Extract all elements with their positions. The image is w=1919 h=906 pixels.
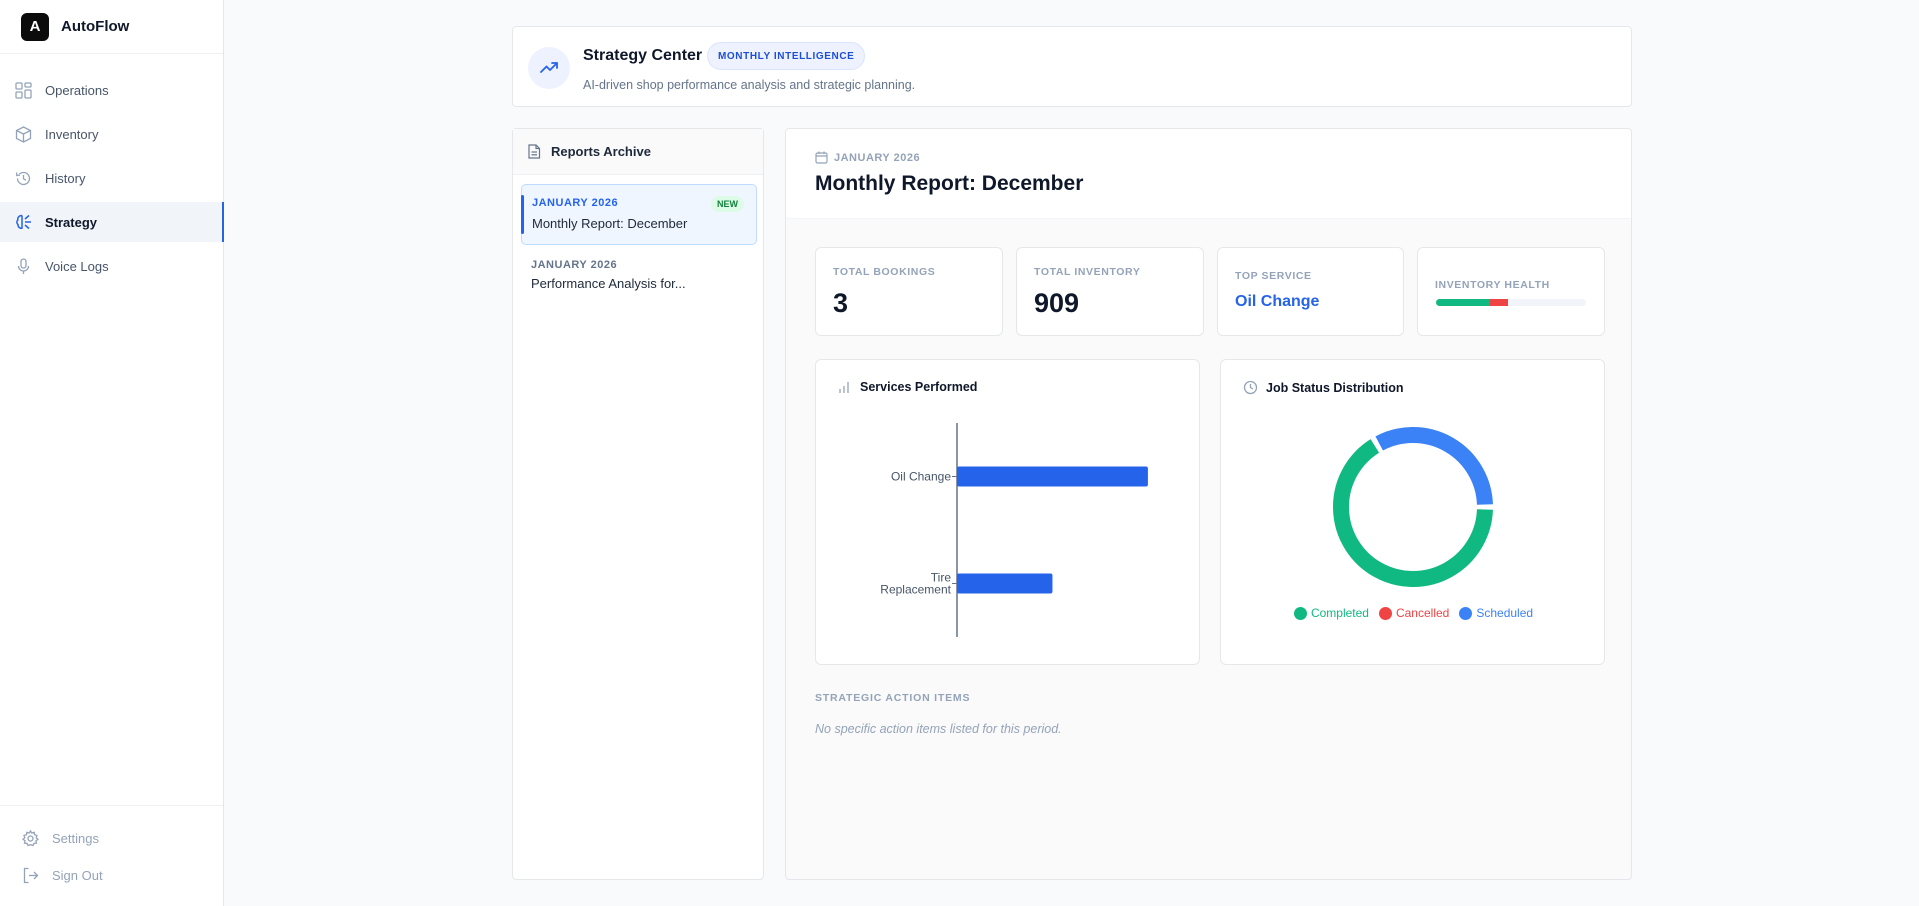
stat-label: INVENTORY HEALTH xyxy=(1435,279,1550,291)
job-status-donut-chart xyxy=(1333,427,1493,587)
sidebar-nav: Operations Inventory History Strategy Vo… xyxy=(0,70,224,286)
report-item-title: Performance Analysis for... xyxy=(531,276,686,291)
inventory-health-bar xyxy=(1436,299,1586,306)
mic-icon xyxy=(14,257,33,276)
sidebar-item-history[interactable]: History xyxy=(0,158,223,198)
archive-header: Reports Archive xyxy=(513,129,763,175)
calendar-icon xyxy=(815,151,828,164)
sign-out-label: Sign Out xyxy=(52,868,103,883)
chart-category-label-line: Replacement xyxy=(880,583,951,597)
chart-category-label: Oil Change xyxy=(891,470,951,484)
stat-top-service: TOP SERVICE Oil Change xyxy=(1217,247,1404,336)
page-title: Strategy Center xyxy=(583,47,703,64)
job-status-chart-card: Job Status Distribution Completed Cancel… xyxy=(1220,359,1605,665)
sidebar-item-inventory[interactable]: Inventory xyxy=(0,114,223,154)
stat-label: TOP SERVICE xyxy=(1235,270,1312,282)
stat-label: TOTAL INVENTORY xyxy=(1034,266,1141,278)
stat-value: Oil Change xyxy=(1235,293,1320,310)
action-items-empty: No specific action items listed for this… xyxy=(815,722,1062,736)
report-list-item[interactable]: JANUARY 2026 Performance Analysis for... xyxy=(521,247,757,308)
clock-icon xyxy=(1243,380,1258,395)
legend-swatch xyxy=(1293,606,1307,620)
brain-icon xyxy=(14,213,33,232)
logout-icon xyxy=(21,866,40,885)
grid-icon xyxy=(14,81,33,100)
strategy-header: Strategy Center MONTHLY INTELLIGENCE AI-… xyxy=(512,26,1632,107)
services-bar-chart: Oil Change Tire Replacement xyxy=(880,423,1148,637)
report-detail: JANUARY 2026 Monthly Report: December TO… xyxy=(785,128,1632,880)
report-header: JANUARY 2026 Monthly Report: December xyxy=(786,129,1631,219)
chart-title-label: Services Performed xyxy=(860,380,978,394)
job-status-chart-title: Job Status Distribution xyxy=(1243,380,1404,395)
services-chart-title: Services Performed xyxy=(838,380,977,394)
sidebar: A AutoFlow Operations Inventory History xyxy=(0,0,224,906)
report-item-date: JANUARY 2026 xyxy=(532,197,619,209)
intelligence-badge: MONTHLY INTELLIGENCE xyxy=(707,42,866,70)
legend-swatch xyxy=(1378,606,1392,620)
report-title: Monthly Report: December xyxy=(815,172,1084,195)
report-date: JANUARY 2026 xyxy=(815,151,920,164)
legend-swatch xyxy=(1459,606,1473,620)
brand-name: AutoFlow xyxy=(61,18,130,35)
report-date-label: JANUARY 2026 xyxy=(834,151,921,164)
page-subtitle: AI-driven shop performance analysis and … xyxy=(583,78,916,92)
box-icon xyxy=(14,125,33,144)
sidebar-item-label: Operations xyxy=(45,82,109,98)
sidebar-item-label: Voice Logs xyxy=(45,258,109,274)
settings-button[interactable]: Settings xyxy=(0,820,223,857)
services-chart-card: Oil Change Tire Replacement Services Perfo… xyxy=(815,359,1200,665)
legend-label: Cancelled xyxy=(1395,606,1450,620)
sign-out-button[interactable]: Sign Out xyxy=(0,857,223,894)
file-icon xyxy=(527,144,541,159)
sidebar-footer: Settings Sign Out xyxy=(0,805,223,906)
stat-value: 3 xyxy=(833,288,849,318)
sidebar-item-label: Strategy xyxy=(45,214,98,230)
sidebar-item-strategy[interactable]: Strategy xyxy=(0,202,224,242)
legend-label: Scheduled xyxy=(1476,606,1534,620)
history-icon xyxy=(14,169,33,188)
stat-total-bookings: TOTAL BOOKINGS 3 xyxy=(815,247,1003,336)
stat-inventory-health: INVENTORY HEALTH xyxy=(1417,247,1605,336)
report-item-date: JANUARY 2026 xyxy=(531,259,618,271)
chart-category-label: Tire Replacement xyxy=(880,571,951,597)
trending-up-icon xyxy=(528,47,570,89)
brand-logo: A xyxy=(21,12,49,41)
legend-label: Completed xyxy=(1310,606,1369,620)
health-good-segment xyxy=(1436,299,1490,306)
stat-total-inventory: TOTAL INVENTORY 909 xyxy=(1016,247,1204,336)
archive-title: Reports Archive xyxy=(551,144,651,159)
new-badge: NEW xyxy=(711,196,744,212)
legend-item-scheduled: Scheduled xyxy=(1459,606,1533,620)
health-bad-segment xyxy=(1490,299,1508,306)
chart-title-label: Job Status Distribution xyxy=(1266,380,1404,395)
sidebar-item-label: History xyxy=(45,170,86,186)
donut-slice-completed xyxy=(1333,439,1493,587)
action-items-heading: STRATEGIC ACTION ITEMS xyxy=(815,692,971,704)
report-item-title: Monthly Report: December xyxy=(532,216,688,231)
chart-legend: Completed Cancelled Scheduled xyxy=(1221,606,1606,620)
chart-bar xyxy=(957,573,1053,594)
reports-archive: Reports Archive JANUARY 2026 Monthly Rep… xyxy=(512,128,764,880)
brand[interactable]: A AutoFlow xyxy=(0,0,223,54)
settings-label: Settings xyxy=(52,831,99,846)
chart-category-label-line: Oil Change xyxy=(891,470,951,484)
legend-item-cancelled: Cancelled xyxy=(1378,606,1450,620)
stat-value: 909 xyxy=(1034,288,1080,318)
report-list-item-selected[interactable]: JANUARY 2026 Monthly Report: December NE… xyxy=(521,184,757,245)
sidebar-item-operations[interactable]: Operations xyxy=(0,70,223,110)
legend-item-completed: Completed xyxy=(1293,606,1369,620)
stat-label: TOTAL BOOKINGS xyxy=(833,266,936,278)
sidebar-item-label: Inventory xyxy=(45,126,99,142)
donut-slice-scheduled xyxy=(1375,427,1493,506)
bar-chart-icon xyxy=(838,380,852,394)
chart-bar xyxy=(957,466,1148,487)
sidebar-item-voice-logs[interactable]: Voice Logs xyxy=(0,246,223,286)
chart-category-label-line: Tire xyxy=(931,571,952,585)
gear-icon xyxy=(21,829,40,848)
